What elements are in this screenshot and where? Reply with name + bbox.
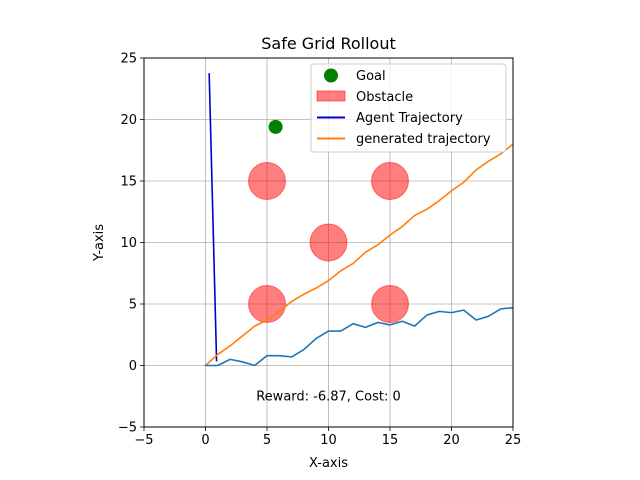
- x-tick-label: 0: [201, 433, 209, 448]
- data-layer: [204, 73, 513, 367]
- obstacle-circle: [309, 223, 348, 262]
- reward-cost-annotation: Reward: -6.87, Cost: 0: [256, 389, 401, 404]
- x-tick-label: −5: [134, 433, 153, 448]
- obstacle-circle: [248, 162, 286, 200]
- x-tick-label: 25: [505, 433, 522, 448]
- generated-trajectory-line: [204, 143, 513, 367]
- legend-obstacle-swatch: [316, 90, 346, 102]
- y-tick-label: −5: [118, 421, 137, 436]
- x-tick-label: 15: [382, 433, 399, 448]
- obstacle-circle: [371, 162, 409, 200]
- y-axis-label: Y-axis: [92, 224, 107, 262]
- x-axis-label: X-axis: [309, 456, 348, 471]
- ticks: −5 0 5 10 15 20 25 −5 0 5 10 15 20 25: [118, 52, 521, 449]
- legend-box: [310, 63, 507, 153]
- x-tick-label: 10: [320, 433, 337, 448]
- goal-marker: [268, 119, 283, 134]
- x-tick-label: 5: [263, 433, 271, 448]
- legend-label-goal: Goal: [356, 69, 386, 84]
- legend-label-agent-trajectory: Agent Trajectory: [356, 111, 463, 126]
- legend-label-obstacle: Obstacle: [356, 90, 413, 105]
- agent-trajectory-line: [208, 73, 218, 362]
- y-tick-label: 5: [129, 298, 137, 313]
- legend-goal-marker: [324, 68, 338, 83]
- y-tick-label: 20: [120, 113, 137, 128]
- x-tick-label: 20: [443, 433, 460, 448]
- chart-title: Safe Grid Rollout: [261, 34, 395, 53]
- legend: Goal Obstacle Agent Trajectory generated…: [310, 63, 507, 153]
- obstacle-circle: [371, 285, 409, 323]
- y-tick-label: 0: [129, 359, 137, 374]
- rollout-trajectory-line: [204, 306, 513, 367]
- y-tick-label: 15: [120, 175, 137, 190]
- obstacle-circle: [248, 285, 286, 323]
- y-tick-label: 10: [120, 236, 137, 251]
- legend-label-generated-trajectory: generated trajectory: [356, 132, 491, 147]
- y-tick-label: 25: [120, 52, 137, 67]
